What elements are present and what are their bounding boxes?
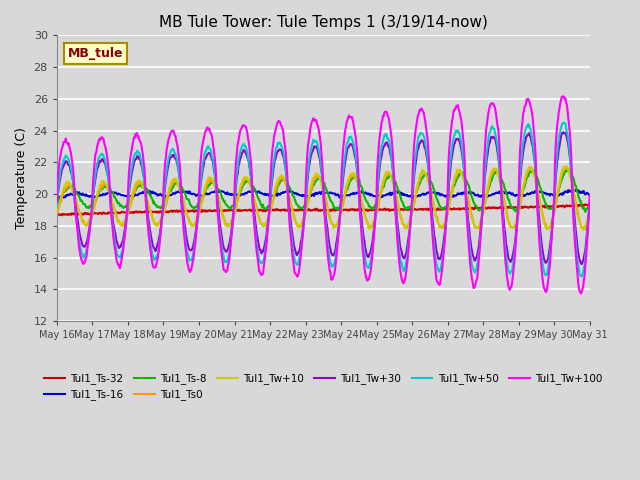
Tul1_Ts-8 [586, 202, 594, 208]
Tul1_Tw+100 [53, 200, 61, 206]
Tul1_Ts-32 [200, 208, 208, 214]
Tul1_Tw+100 [118, 258, 125, 264]
Tul1_Tw+100 [63, 139, 70, 145]
Tul1_Ts-32 [404, 207, 412, 213]
Tul1_Tw+10 [53, 207, 61, 213]
Tul1_Tw+30 [578, 261, 586, 267]
Tul1_Tw+30 [404, 242, 412, 248]
Tul1_Tw+10 [404, 223, 412, 229]
Tul1_Ts-32 [389, 207, 397, 213]
Tul1_Tw+100 [559, 93, 567, 99]
Tul1_Ts-8 [564, 166, 572, 172]
Tul1_Tw+30 [172, 156, 179, 162]
Tul1_Tw+10 [118, 223, 125, 228]
Tul1_Tw+50 [586, 199, 594, 205]
Tul1_Tw+50 [578, 274, 586, 279]
Tul1_Tw+30 [388, 159, 396, 165]
Legend: Tul1_Ts-32, Tul1_Ts-16, Tul1_Ts-8, Tul1_Ts0, Tul1_Tw+10, Tul1_Tw+30, Tul1_Tw+50,: Tul1_Ts-32, Tul1_Ts-16, Tul1_Ts-8, Tul1_… [40, 369, 607, 405]
Tul1_Tw+50 [559, 120, 567, 125]
Tul1_Ts-16 [200, 192, 208, 198]
Tul1_Tw+10 [63, 180, 70, 185]
Tul1_Ts-32 [582, 202, 589, 207]
Tul1_Ts-32 [58, 213, 66, 218]
Line: Tul1_Tw+100: Tul1_Tw+100 [57, 96, 590, 293]
Tul1_Ts0 [388, 176, 396, 181]
Tul1_Ts0 [404, 222, 412, 228]
Tul1_Tw+100 [172, 133, 179, 139]
Tul1_Ts-8 [172, 181, 179, 187]
Tul1_Ts-32 [172, 208, 180, 214]
Tul1_Ts-32 [63, 212, 71, 217]
Tul1_Ts-8 [63, 187, 70, 192]
Tul1_Tw+10 [388, 176, 396, 181]
Tul1_Tw+10 [563, 164, 570, 169]
Tul1_Ts-16 [54, 196, 62, 202]
Text: MB_tule: MB_tule [67, 47, 123, 60]
Tul1_Ts-8 [53, 204, 61, 209]
Tul1_Ts-16 [63, 192, 71, 198]
Tul1_Tw+100 [388, 139, 396, 144]
Tul1_Tw+100 [577, 290, 585, 296]
Tul1_Tw+30 [53, 203, 61, 209]
Tul1_Ts0 [579, 227, 587, 233]
Tul1_Ts-16 [571, 187, 579, 193]
Tul1_Ts-16 [118, 192, 126, 198]
Title: MB Tule Tower: Tule Temps 1 (3/19/14-now): MB Tule Tower: Tule Temps 1 (3/19/14-now… [159, 15, 488, 30]
Tul1_Tw+50 [388, 158, 396, 164]
Tul1_Ts0 [63, 186, 70, 192]
Line: Tul1_Ts-8: Tul1_Ts-8 [57, 169, 590, 212]
Tul1_Tw+100 [404, 258, 412, 264]
Tul1_Tw+50 [118, 251, 125, 257]
Tul1_Ts-16 [586, 192, 594, 198]
Line: Tul1_Tw+50: Tul1_Tw+50 [57, 122, 590, 276]
Tul1_Ts-16 [53, 196, 61, 202]
Line: Tul1_Ts-32: Tul1_Ts-32 [57, 204, 590, 216]
Tul1_Tw+100 [586, 192, 594, 197]
Tul1_Ts0 [172, 179, 179, 185]
Tul1_Ts0 [561, 164, 569, 169]
Tul1_Tw+30 [586, 197, 594, 203]
Y-axis label: Temperature (C): Temperature (C) [15, 127, 28, 229]
Tul1_Tw+10 [580, 227, 588, 232]
Tul1_Tw+30 [200, 163, 207, 169]
Tul1_Ts0 [586, 210, 594, 216]
Tul1_Ts-16 [172, 189, 180, 195]
Tul1_Tw+50 [200, 157, 207, 163]
Line: Tul1_Ts0: Tul1_Ts0 [57, 167, 590, 230]
Tul1_Tw+30 [559, 129, 567, 135]
Tul1_Tw+50 [63, 153, 70, 159]
Tul1_Ts-8 [388, 174, 396, 180]
Tul1_Tw+10 [586, 206, 594, 212]
Tul1_Ts-32 [53, 211, 61, 217]
Tul1_Tw+10 [200, 189, 207, 195]
Tul1_Ts0 [118, 222, 125, 228]
Tul1_Tw+30 [63, 159, 70, 165]
Tul1_Tw+30 [118, 241, 125, 247]
Tul1_Ts-16 [389, 191, 397, 196]
Tul1_Ts-8 [118, 202, 125, 208]
Tul1_Ts-32 [586, 202, 594, 207]
Tul1_Ts0 [53, 211, 61, 216]
Tul1_Tw+10 [172, 176, 179, 182]
Tul1_Tw+100 [200, 136, 207, 142]
Tul1_Ts-8 [404, 206, 412, 212]
Tul1_Ts-8 [582, 209, 589, 215]
Tul1_Ts-32 [118, 209, 126, 215]
Tul1_Ts-8 [200, 192, 207, 198]
Tul1_Tw+50 [404, 251, 412, 256]
Tul1_Ts0 [200, 194, 207, 200]
Line: Tul1_Ts-16: Tul1_Ts-16 [57, 190, 590, 199]
Tul1_Tw+50 [172, 151, 179, 157]
Tul1_Ts-16 [404, 193, 412, 199]
Line: Tul1_Tw+30: Tul1_Tw+30 [57, 132, 590, 264]
Tul1_Tw+50 [53, 205, 61, 211]
Line: Tul1_Tw+10: Tul1_Tw+10 [57, 167, 590, 229]
